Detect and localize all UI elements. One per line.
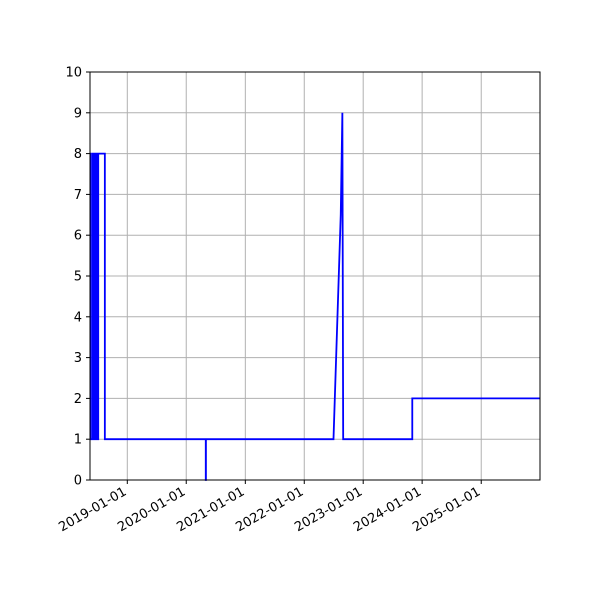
y-axis: 0 1 2 3 4 5 6 7 8 9 10 <box>65 66 90 489</box>
y-tick-label: 0 <box>74 474 82 489</box>
grid <box>90 71 540 481</box>
y-tick-label: 2 <box>74 392 82 407</box>
y-tick-label: 6 <box>74 229 82 244</box>
y-tick-label: 4 <box>74 310 82 325</box>
y-tick-label: 5 <box>74 270 82 285</box>
y-tick-label: 1 <box>74 433 82 448</box>
y-tick-label: 10 <box>65 66 82 81</box>
series-line <box>90 112 540 481</box>
y-tick-label: 7 <box>74 188 82 203</box>
x-tick-label: 2025-01-01 <box>410 484 483 535</box>
y-tick-label: 3 <box>74 351 82 366</box>
y-tick-label: 9 <box>74 106 82 121</box>
y-tick-label: 8 <box>74 147 82 162</box>
x-axis: 2019-01-012020-01-012021-01-012022-01-01… <box>56 480 483 535</box>
series-layer <box>90 112 540 481</box>
